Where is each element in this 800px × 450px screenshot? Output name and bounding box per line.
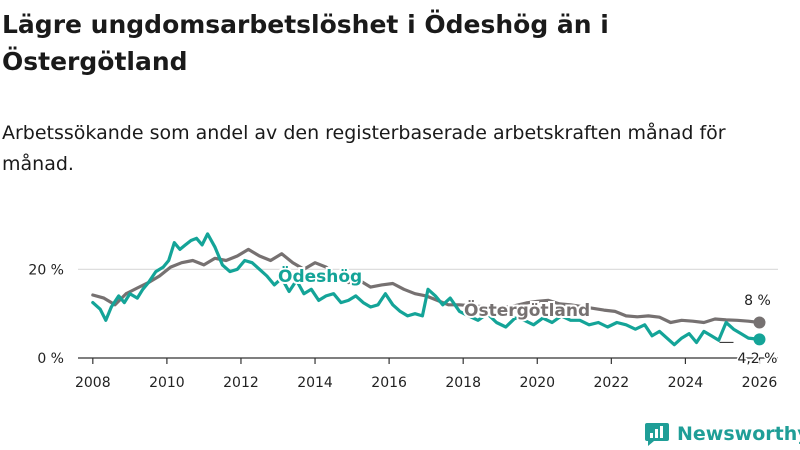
x-tick-label: 2008 xyxy=(75,375,111,391)
x-tick-label: 2012 xyxy=(223,375,259,391)
end-marker-ostergotland xyxy=(753,316,766,329)
brand: Newsworthy xyxy=(644,420,800,448)
series-label-odeshog: Ödeshög xyxy=(278,265,362,287)
x-tick-label: 2022 xyxy=(594,375,630,391)
newsworthy-logo-icon xyxy=(645,423,669,446)
brand-name: Newsworthy xyxy=(677,423,800,445)
end-label-odeshog: 4,2 % xyxy=(737,351,777,367)
x-tick-label: 2016 xyxy=(371,375,407,391)
end-marker-odeshog xyxy=(753,333,766,346)
y-tick-label: 0 % xyxy=(37,351,64,367)
series-line-odeshog xyxy=(91,232,762,347)
series-line-ostergotland xyxy=(91,247,762,325)
chart-subtitle: Arbetssökande som andel av den registerb… xyxy=(2,122,726,175)
series-label-ostergotland: Östergötland xyxy=(464,299,590,321)
x-tick-label: 2024 xyxy=(668,375,704,391)
chart-title: Lägre ungdomsarbetslöshet i Ödeshög än i… xyxy=(2,10,609,76)
x-tick-label: 2018 xyxy=(445,375,481,391)
x-tick-label: 2010 xyxy=(149,375,185,391)
x-tick-label: 2014 xyxy=(297,375,333,391)
x-tick-label: 2026 xyxy=(742,375,778,391)
x-tick-label: 2020 xyxy=(519,375,555,391)
y-tick-label: 20 % xyxy=(28,262,64,278)
end-label-ostergotland: 8 % xyxy=(744,293,771,309)
